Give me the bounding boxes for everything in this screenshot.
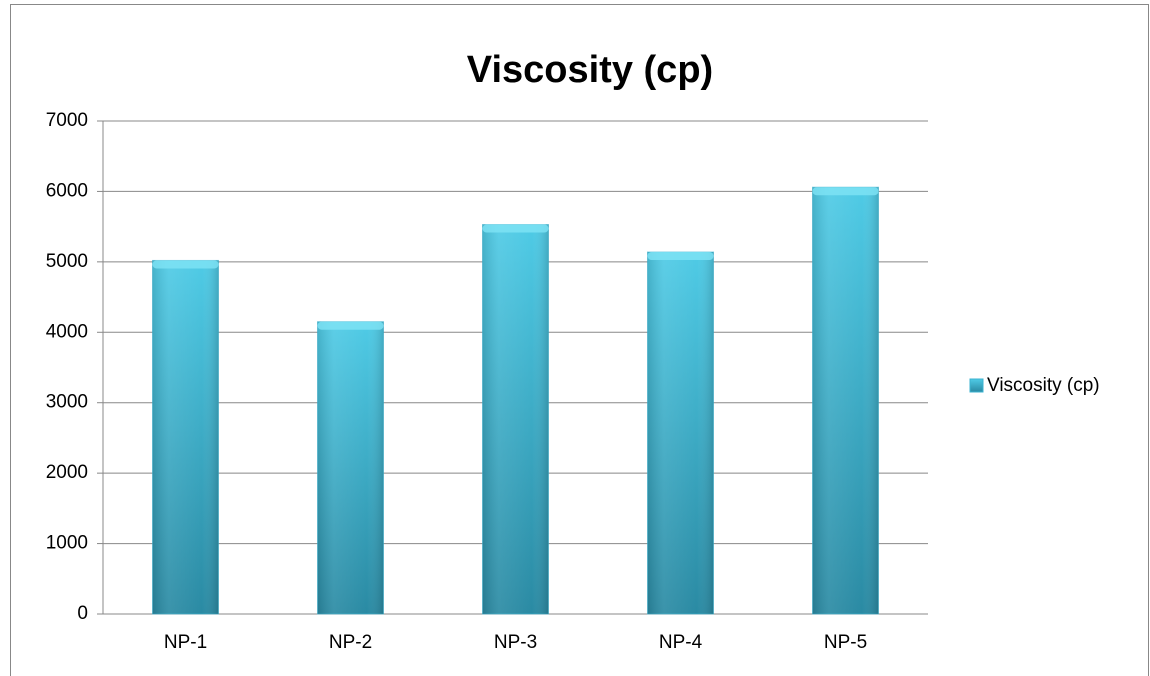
bar-shade bbox=[152, 260, 219, 614]
bar-shade bbox=[812, 187, 879, 614]
y-tick-label: 0 bbox=[77, 603, 88, 624]
bar-cap bbox=[152, 260, 219, 269]
y-tick-label: 6000 bbox=[46, 180, 88, 201]
y-tick-label: 7000 bbox=[46, 110, 88, 131]
x-tick-label: NP-1 bbox=[164, 632, 207, 653]
legend-label: Viscosity (cp) bbox=[987, 375, 1100, 396]
chart-title: Viscosity (cp) bbox=[467, 49, 713, 91]
chart-frame bbox=[10, 4, 1149, 676]
bar-shade bbox=[647, 251, 714, 615]
bar-cap bbox=[812, 187, 879, 196]
bar-cap bbox=[482, 224, 549, 233]
bar-cap bbox=[317, 321, 384, 330]
x-tick-label: NP-3 bbox=[494, 632, 537, 653]
bar-shade bbox=[482, 224, 549, 614]
y-tick-label: 3000 bbox=[46, 392, 88, 413]
y-tick-label: 1000 bbox=[46, 533, 88, 554]
x-tick-label: NP-2 bbox=[329, 632, 372, 653]
y-tick-label: 2000 bbox=[46, 462, 88, 483]
y-tick-label: 4000 bbox=[46, 321, 88, 342]
legend-swatch bbox=[969, 378, 984, 393]
bar-cap bbox=[647, 251, 714, 260]
y-tick-label: 5000 bbox=[46, 251, 88, 272]
x-tick-label: NP-5 bbox=[824, 632, 867, 653]
x-tick-label: NP-4 bbox=[659, 632, 703, 653]
bar-shade bbox=[317, 321, 384, 614]
